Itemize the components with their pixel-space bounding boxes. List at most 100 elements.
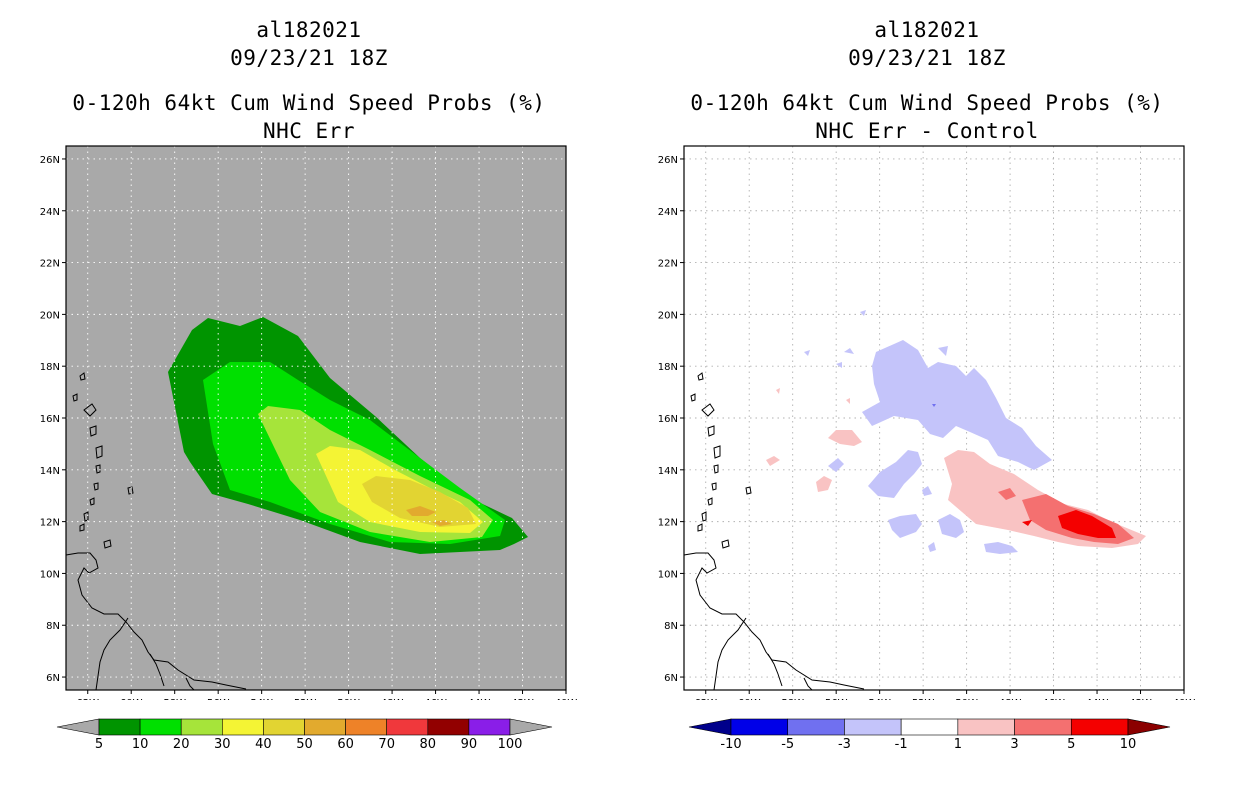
lon-tick-label: 42W — [1129, 698, 1152, 700]
lon-tick-label: 48W — [999, 698, 1022, 700]
colorbar-label: 80 — [420, 737, 437, 752]
lesser-antilles-3 — [83, 403, 97, 417]
colorbar-segment — [345, 718, 388, 736]
barbados-island — [127, 486, 134, 495]
trinidad-island — [103, 539, 112, 549]
interior-border-3 — [185, 677, 195, 691]
product-subtitle: NHC Err — [262, 119, 355, 143]
colorbar-segment — [730, 718, 789, 736]
colorbar-segment — [139, 718, 182, 736]
lat-tick-label: 8N — [46, 621, 60, 632]
lat-tick-label: 10N — [658, 569, 678, 580]
lon-tick-label: 62W — [694, 698, 717, 700]
lesser-antilles-7 — [93, 482, 99, 491]
lon-tick-label: 62W — [76, 698, 99, 700]
lon-tick-label: 46W — [424, 698, 447, 700]
lon-tick-label: 42W — [511, 698, 534, 700]
lesser-antilles-7 — [711, 482, 717, 491]
colorbar-label: 30 — [214, 737, 231, 752]
colorbar-label: -10 — [720, 737, 741, 752]
lon-tick-label: 52W — [912, 698, 935, 700]
gridlines — [66, 146, 567, 690]
lesser-antilles-1 — [79, 372, 86, 381]
lat-tick-label: 6N — [664, 673, 678, 684]
right-panel: al182021 09/23/21 18Z 0-120h 64kt Cum Wi… — [618, 0, 1236, 800]
lat-tick-label: 12N — [40, 518, 60, 529]
interior-border-2 — [767, 653, 783, 687]
storm-id-title: al182021 — [874, 18, 980, 42]
lon-axis-ticks: 62W 60W 58W 56W 54W 52W 50W 48W 46W 44W 42W 40W — [76, 690, 577, 700]
positive-region-2 — [828, 430, 862, 446]
lon-tick-label: 58W — [163, 698, 186, 700]
lesser-antilles-10 — [697, 523, 703, 532]
lesser-antilles-5 — [95, 445, 103, 459]
lesser-antilles-9 — [701, 511, 707, 522]
lesser-antilles-1 — [697, 372, 704, 381]
lat-axis-ticks: 6N 8N 10N 12N 14N 16N 18N 20N 22N 24N 26N — [40, 155, 66, 684]
colorbar-segment — [222, 718, 264, 736]
colorbar-high-arrow — [509, 718, 553, 736]
lat-tick-label: 14N — [658, 466, 678, 477]
lon-axis-ticks: 62W 60W 58W 56W 54W 52W 50W 48W 46W 44W 42W 40W — [694, 690, 1195, 700]
colorbar-segment — [900, 718, 959, 736]
lon-tick-label: 60W — [738, 698, 761, 700]
lon-tick-label: 46W — [1042, 698, 1065, 700]
colorbar-label: -5 — [781, 737, 794, 752]
colorbar-label: 40 — [255, 737, 272, 752]
lesser-antilles-2 — [690, 393, 696, 402]
negative-region-3 — [888, 514, 922, 538]
colorbar-segment — [1014, 718, 1072, 736]
colorbar-body — [56, 718, 553, 736]
lon-tick-label: 54W — [868, 698, 891, 700]
south-america-coast — [65, 552, 247, 690]
colorbar-segment — [957, 718, 1015, 736]
lesser-antilles-8 — [89, 497, 95, 506]
colorbar-label: 50 — [296, 737, 313, 752]
colorbar-low-arrow — [688, 718, 732, 736]
negative-region-4 — [938, 514, 964, 538]
colorbar-segment — [304, 718, 346, 736]
lon-tick-label: 60W — [120, 698, 143, 700]
negative-spot-darker — [932, 404, 936, 407]
colorbar-label: 1 — [954, 737, 962, 752]
lat-tick-label: 24N — [658, 207, 678, 218]
colorbar-labels: -10 -5 -3 -1 1 3 5 10 — [720, 737, 1136, 752]
lat-axis-ticks: 6N 8N 10N 12N 14N 16N 18N 20N 22N 24N 26N — [658, 155, 684, 684]
colorbar-label: 5 — [1067, 737, 1075, 752]
coastlines — [683, 372, 865, 691]
lon-tick-label: 56W — [207, 698, 230, 700]
lon-tick-label: 58W — [781, 698, 804, 700]
colorbar-segment — [787, 718, 845, 736]
colorbar-segment — [844, 718, 902, 736]
lon-tick-label: 40W — [555, 698, 578, 700]
colorbar-label: 60 — [337, 737, 354, 752]
colorbar-segment — [468, 718, 511, 736]
lat-tick-label: 22N — [658, 259, 678, 270]
lat-tick-label: 12N — [658, 518, 678, 529]
contour-40pct — [362, 476, 476, 527]
positive-region-7 — [1022, 520, 1032, 526]
negative-region-2 — [868, 450, 922, 498]
colorbar-low-arrow — [56, 718, 100, 736]
contour-50pct — [406, 506, 452, 526]
colorbar-high-arrow — [1127, 718, 1171, 736]
lat-tick-label: 18N — [40, 362, 60, 373]
colorbar: 5 10 20 30 40 50 60 70 80 90 100 — [56, 718, 553, 752]
lesser-antilles-4 — [89, 425, 97, 437]
coastlines — [65, 372, 247, 691]
interior-border-1 — [95, 617, 129, 691]
colorbar-label: 20 — [173, 737, 190, 752]
colorbar-label: 5 — [95, 737, 103, 752]
lesser-antilles-3 — [701, 403, 715, 417]
colorbar-label: 90 — [461, 737, 478, 752]
colorbar-segment — [263, 718, 305, 736]
lesser-antilles-2 — [72, 393, 78, 402]
negative-region-5 — [984, 542, 1018, 554]
lat-tick-label: 22N — [40, 259, 60, 270]
lat-tick-label: 10N — [40, 569, 60, 580]
interior-border-2 — [149, 653, 165, 687]
barbados-island — [745, 486, 752, 495]
colorbar-segment — [386, 718, 429, 736]
lat-tick-label: 6N — [46, 673, 60, 684]
south-america-coast — [683, 552, 865, 690]
